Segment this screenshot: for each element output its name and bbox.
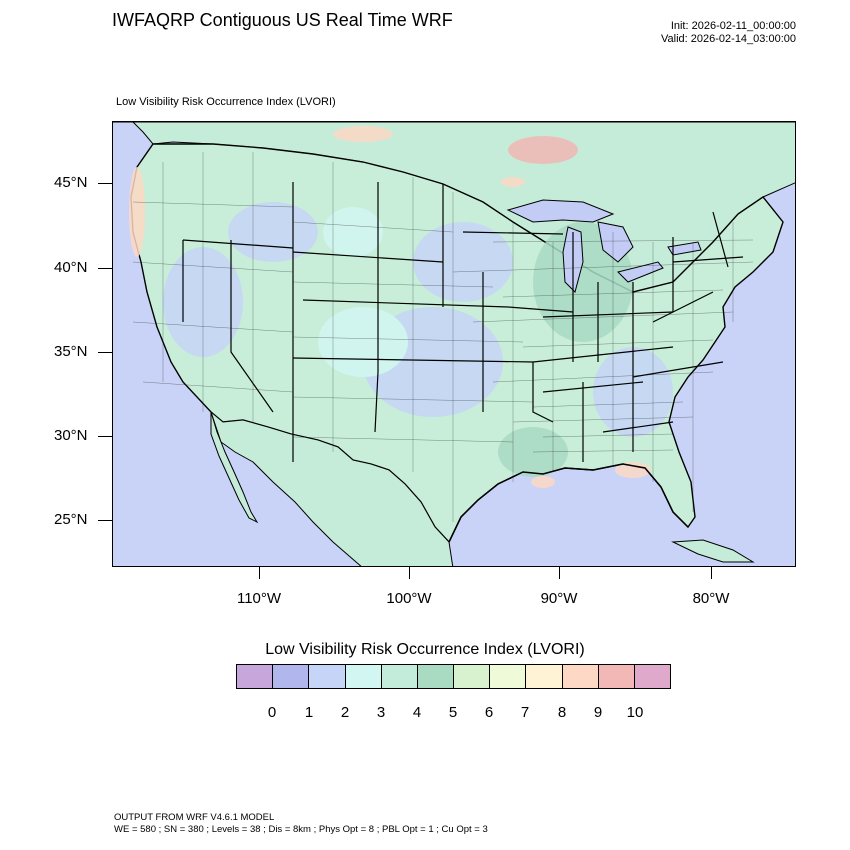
risk-patch: [228, 202, 318, 262]
legend-color-cell: [526, 665, 563, 688]
legend-color-cell: [454, 665, 491, 688]
risk-patch: [413, 222, 513, 302]
legend-label: 7: [520, 704, 530, 721]
risk-patch: [333, 126, 393, 142]
legend-color-cell: [598, 665, 635, 688]
lon-label-110w: 110°W: [236, 590, 282, 607]
lake-erie: [617, 261, 664, 283]
lake-superior: [506, 199, 615, 223]
main-title: IWFAQRP Contiguous US Real Time WRF: [112, 10, 453, 30]
risk-patch: [615, 462, 651, 478]
lat-label-40n: 40°N: [54, 259, 88, 276]
lat-tick: [98, 436, 112, 437]
footer-config-line: WE = 580 ; SN = 380 ; Levels = 38 ; Dis …: [114, 824, 488, 835]
legend-color-cell: [381, 665, 418, 688]
lat-label-25n: 25°N: [54, 511, 88, 528]
risk-patch: [501, 177, 525, 187]
legend-label: 1: [304, 704, 314, 721]
risk-patch: [531, 476, 555, 488]
legend-title: Low Visibility Risk Occurrence Index (LV…: [265, 641, 585, 658]
risk-patch: [323, 207, 383, 257]
legend-label: 2: [340, 704, 350, 721]
map-panel: [112, 121, 796, 567]
lat-label-30n: 30°N: [54, 427, 88, 444]
lon-tick: [259, 567, 260, 579]
lon-label-80w: 80°W: [692, 590, 730, 607]
lat-tick: [98, 520, 112, 521]
legend-label: 4: [412, 704, 422, 721]
lon-tick: [559, 567, 560, 579]
footer-model-line: OUTPUT FROM WRF V4.6.1 MODEL: [114, 812, 275, 823]
legend-color-cell: [634, 665, 671, 688]
legend-label: 8: [557, 704, 567, 721]
lat-label-35n: 35°N: [54, 343, 88, 360]
risk-patches: [129, 126, 673, 488]
legend-label: 0: [267, 704, 277, 721]
init-time: Init: 2026-02-11_00:00:00: [670, 20, 796, 32]
legend-label: 10: [626, 704, 644, 721]
legend-color-cell: [273, 665, 310, 688]
legend-label: 5: [448, 704, 458, 721]
lat-tick: [98, 268, 112, 269]
baja-peninsula: [210, 411, 259, 524]
gulf-coast: [448, 463, 689, 543]
legend-label: 3: [376, 704, 386, 721]
valid-time: Valid: 2026-02-14_03:00:00: [661, 33, 796, 45]
legend-color-cell: [237, 665, 274, 688]
legend-label: 9: [593, 704, 603, 721]
legend-color-cell: [309, 665, 346, 688]
legend-color-cell: [417, 665, 455, 688]
legend-color-cell: [562, 665, 599, 688]
lat-tick: [98, 352, 112, 353]
legend-colorbar: [236, 664, 671, 689]
legend-color-cell: [345, 665, 382, 688]
legend-label: 6: [484, 704, 494, 721]
lon-label-90w: 90°W: [540, 590, 578, 607]
risk-patch: [508, 136, 578, 164]
county-lines: [132, 152, 754, 522]
mexico-landmass: [209, 410, 454, 566]
field-title: Low Visibility Risk Occurrence Index (LV…: [116, 96, 336, 108]
lat-tick: [98, 183, 112, 184]
lat-label-45n: 45°N: [54, 174, 88, 191]
risk-patch: [318, 307, 408, 377]
lake-huron: [597, 221, 634, 263]
lon-tick: [711, 567, 712, 579]
lon-label-100w: 100°W: [386, 590, 432, 607]
legend-color-cell: [490, 665, 527, 688]
great-lakes: [506, 199, 702, 293]
cuba-landmass: [671, 539, 755, 563]
risk-patch: [129, 167, 145, 257]
lake-ontario: [667, 241, 702, 256]
lon-tick: [409, 567, 410, 579]
lvori-map: [113, 122, 795, 566]
